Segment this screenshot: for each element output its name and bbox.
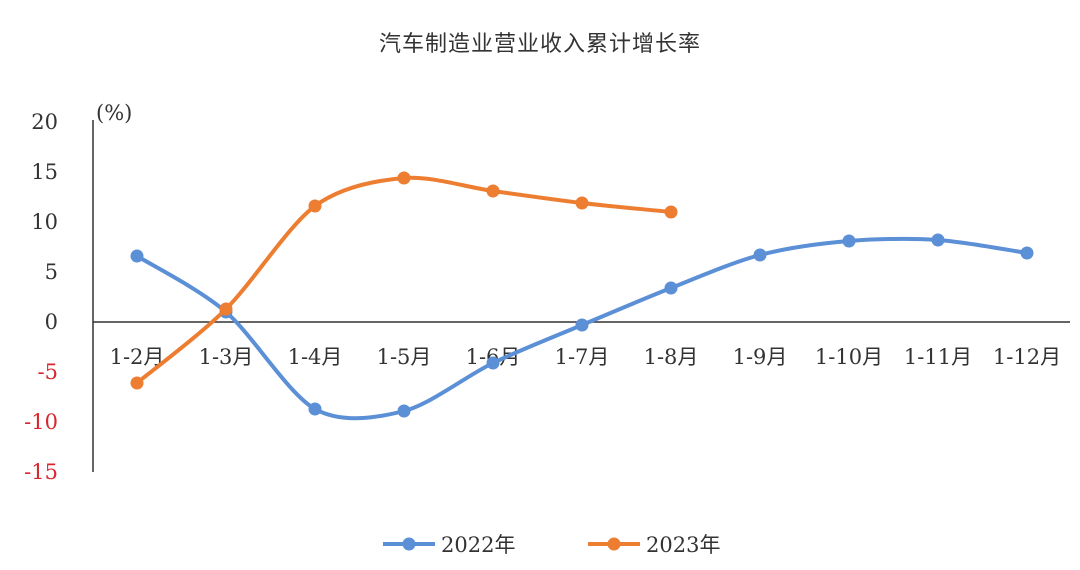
x-category-label: 1-5月: [377, 345, 432, 369]
data-point-series-2: [308, 199, 322, 213]
data-point-series-1: [397, 404, 411, 418]
y-tick-label: 20: [31, 110, 58, 134]
y-tick-label: -10: [24, 410, 58, 434]
legend-marker-series-1: [402, 537, 416, 551]
x-category-label: 1-11月: [904, 345, 972, 369]
data-point-series-1: [486, 356, 500, 370]
x-category-label: 1-10月: [815, 345, 883, 369]
data-point-series-2: [130, 376, 144, 390]
y-tick-label: 5: [45, 260, 58, 284]
data-point-series-2: [575, 196, 589, 210]
data-point-series-1: [308, 402, 322, 416]
x-category-label: 1-4月: [288, 345, 343, 369]
data-point-series-1: [842, 234, 856, 248]
data-point-series-1: [753, 248, 767, 262]
y-unit-label: (%): [96, 101, 132, 125]
data-point-series-2: [397, 171, 411, 185]
data-point-series-1: [664, 281, 678, 295]
y-tick-label: 0: [45, 310, 58, 334]
x-category-label: 1-12月: [993, 345, 1061, 369]
chart-title: 汽车制造业营业收入累计增长率: [378, 32, 701, 57]
series-line-1: [135, 236, 1029, 421]
x-category-label: 1-7月: [555, 345, 610, 369]
x-category-label: 1-9月: [733, 345, 788, 369]
data-point-series-1: [575, 318, 589, 332]
data-point-series-1: [130, 249, 144, 263]
data-point-series-2: [219, 302, 233, 316]
legend-marker-series-2: [607, 537, 621, 551]
legend-label-series-2: 2023年: [646, 533, 720, 557]
x-category-label: 1-8月: [644, 345, 699, 369]
y-tick-label: 15: [31, 160, 58, 184]
data-point-series-1: [1020, 246, 1034, 260]
data-point-series-2: [486, 184, 500, 198]
y-tick-label: -5: [38, 360, 58, 384]
data-point-series-1: [931, 233, 945, 247]
x-category-label: 1-2月: [110, 345, 165, 369]
legend-label-series-1: 2022年: [441, 533, 515, 557]
data-point-series-2: [664, 205, 678, 219]
y-tick-label: 10: [31, 210, 58, 234]
x-category-label: 1-3月: [199, 345, 254, 369]
y-tick-label: -15: [24, 460, 58, 484]
